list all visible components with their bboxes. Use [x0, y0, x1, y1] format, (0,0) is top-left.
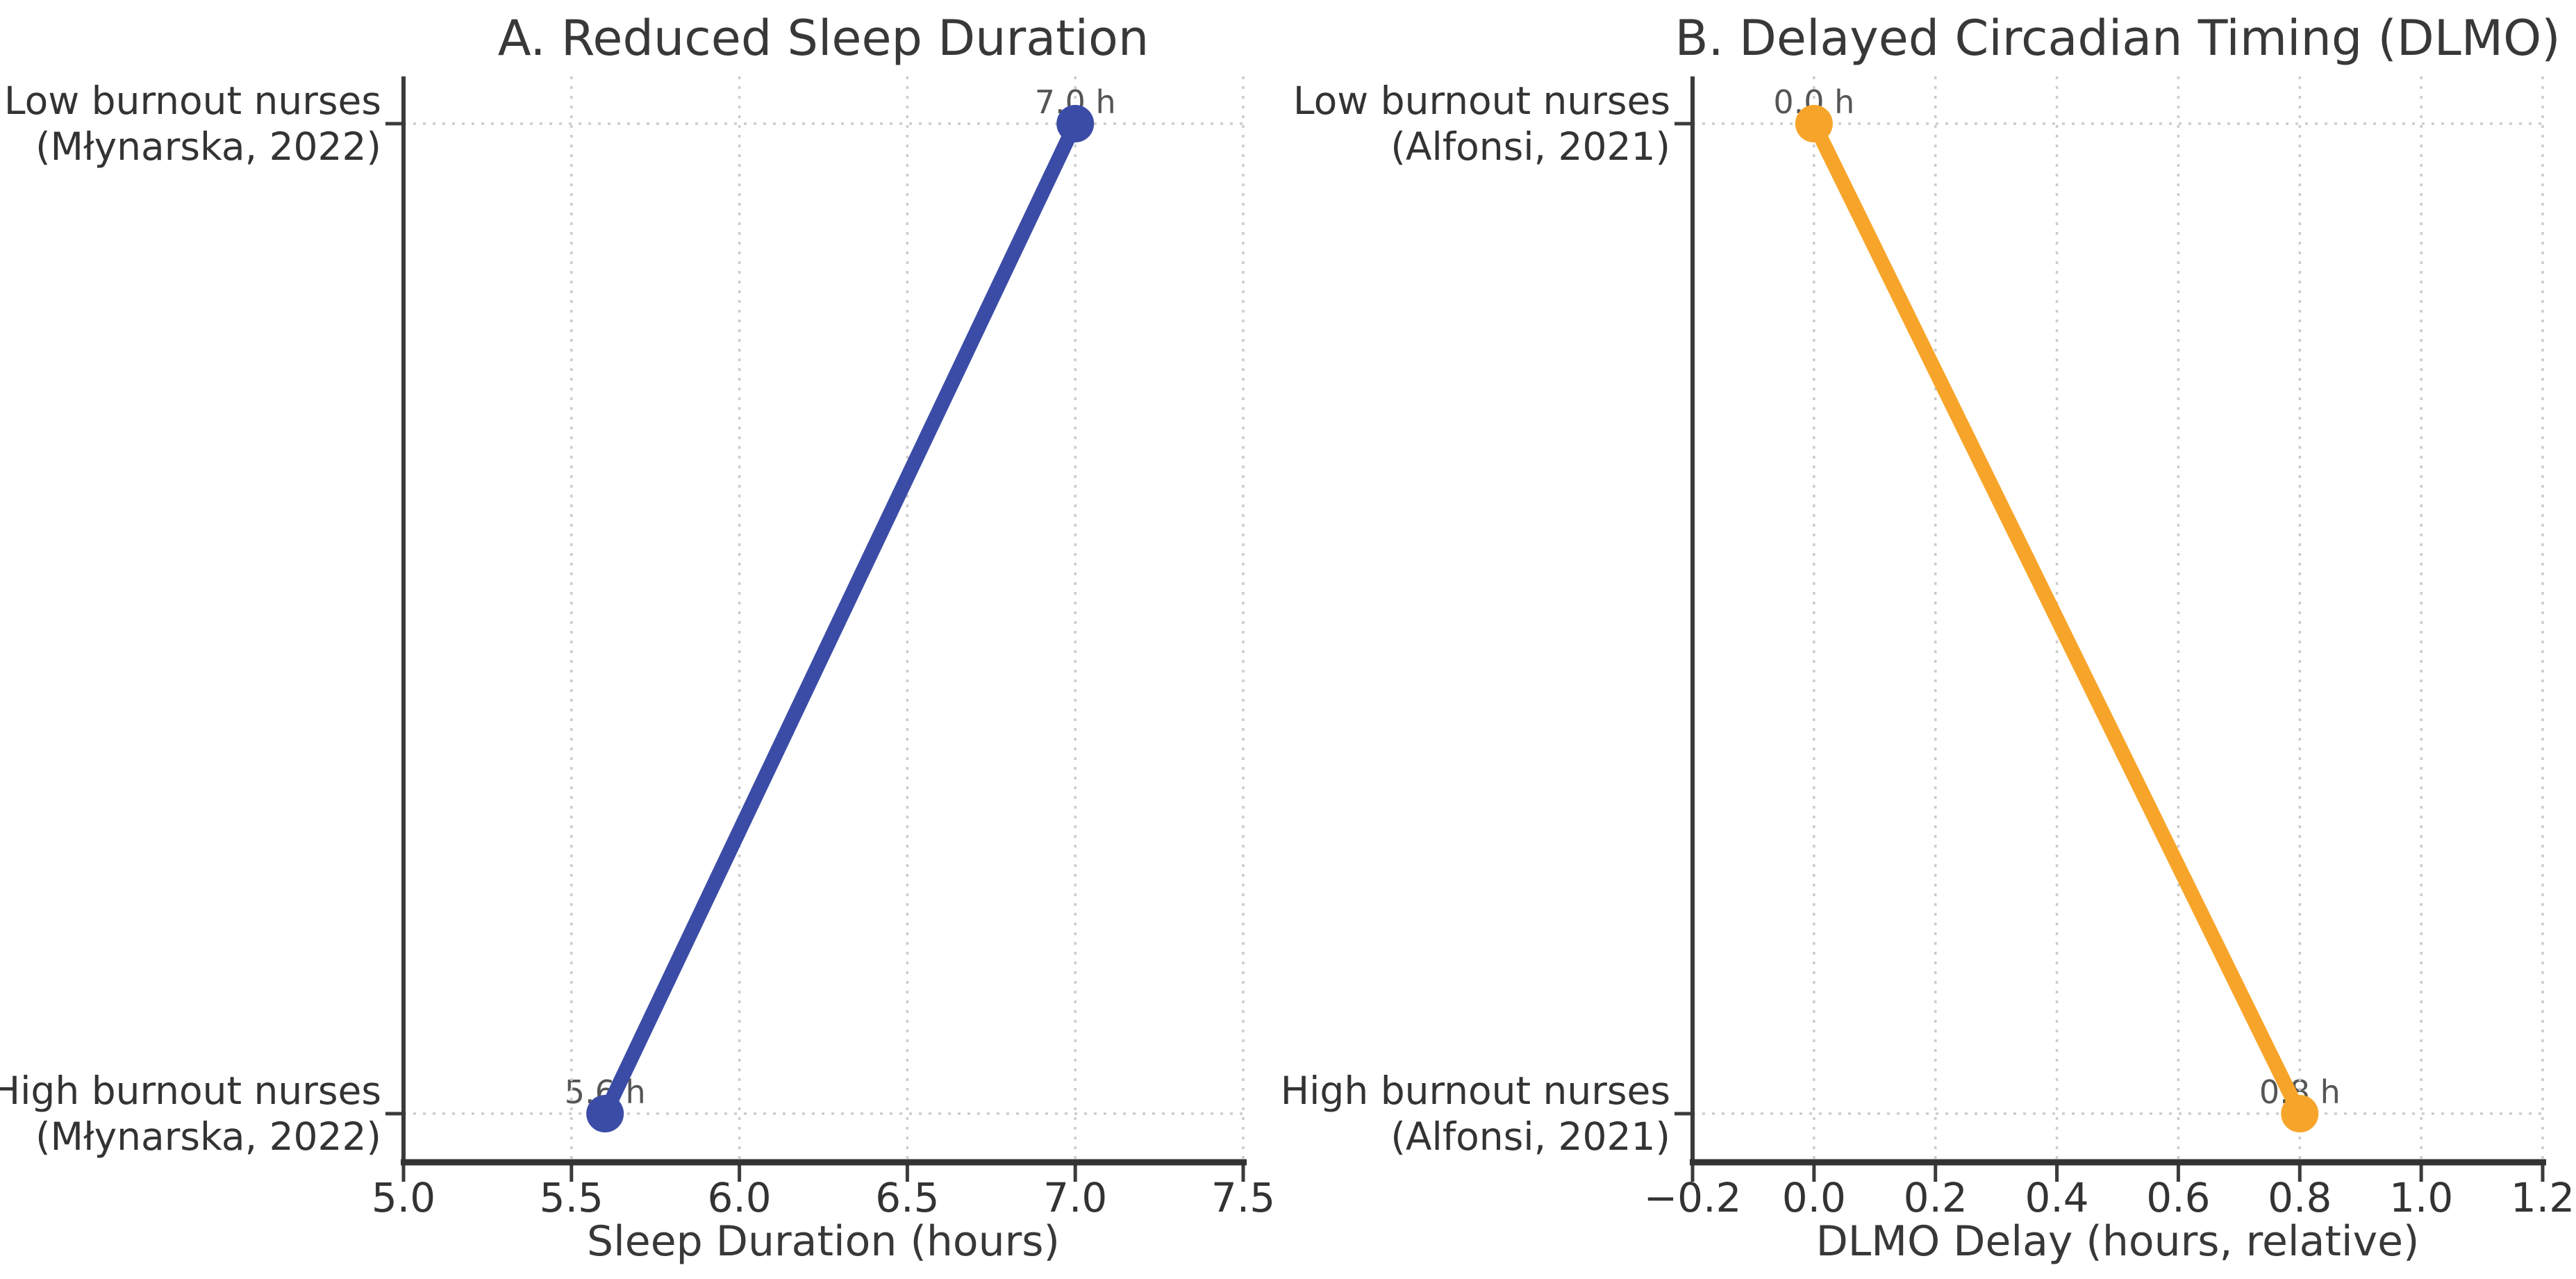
x-tick-label: 6.0 — [707, 1174, 772, 1221]
point-label: 5.6 h — [564, 1073, 646, 1111]
x-tick-label: −0.2 — [1643, 1174, 1742, 1221]
y-category-line1: Low burnout nurses — [3, 79, 381, 123]
point-label: 0.8 h — [2259, 1073, 2341, 1111]
x-tick-label: 0.4 — [2025, 1174, 2089, 1221]
y-category-line2: (Młynarska, 2022) — [35, 124, 381, 169]
y-category-line2: (Alfonsi, 2021) — [1390, 124, 1670, 169]
point-label: 0.0 h — [1773, 83, 1855, 121]
y-category-label-high-burnout-a: High burnout nurses (Młynarska, 2022) — [0, 1068, 381, 1160]
y-category-line2: (Alfonsi, 2021) — [1390, 1114, 1670, 1159]
y-category-label-low-burnout-b: Low burnout nurses (Alfonsi, 2021) — [1293, 78, 1670, 170]
y-category-label-high-burnout-b: High burnout nurses (Alfonsi, 2021) — [1281, 1068, 1670, 1160]
x-tick-label: 6.5 — [875, 1174, 940, 1221]
x-tick-label: 0.0 — [1781, 1174, 1846, 1221]
y-category-label-low-burnout-a: Low burnout nurses (Młynarska, 2022) — [4, 78, 381, 170]
panel-a-title: A. Reduced Sleep Duration — [497, 10, 1149, 67]
x-tick-label: 0.2 — [1903, 1174, 1968, 1221]
x-tick-label: 5.0 — [371, 1174, 436, 1221]
panel-b-x-axis-title: DLMO Delay (hours, relative) — [1815, 1217, 2420, 1266]
x-tick-label: 1.2 — [2510, 1174, 2575, 1221]
x-tick-label: 7.0 — [1043, 1174, 1108, 1221]
x-tick-label: 0.6 — [2146, 1174, 2211, 1221]
slope-line — [1806, 116, 2307, 1121]
panel-b-title: B. Delayed Circadian Timing (DLMO) — [1675, 10, 2561, 67]
x-tick-label: 1.0 — [2389, 1174, 2454, 1221]
y-category-line1: High burnout nurses — [1280, 1068, 1670, 1113]
x-tick-label: 0.8 — [2268, 1174, 2332, 1221]
y-category-line2: (Młynarska, 2022) — [35, 1114, 381, 1159]
y-category-line1: High burnout nurses — [0, 1068, 381, 1113]
x-tick-label: 5.5 — [539, 1174, 604, 1221]
panel-a-x-axis-title: Sleep Duration (hours) — [587, 1217, 1060, 1266]
y-category-line1: Low burnout nurses — [1293, 79, 1670, 123]
x-tick-label: 7.5 — [1211, 1174, 1276, 1221]
point-label: 7.0 h — [1034, 83, 1116, 121]
